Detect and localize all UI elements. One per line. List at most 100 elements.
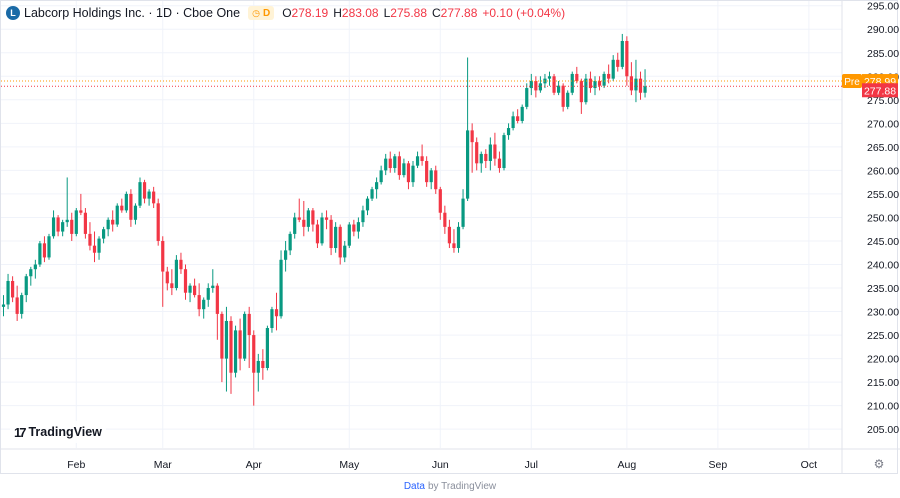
candle-body bbox=[484, 153, 488, 161]
candle-body bbox=[338, 226, 342, 258]
time-tick-label: Apr bbox=[246, 459, 263, 471]
candle-body bbox=[247, 313, 251, 336]
candle-body bbox=[156, 203, 160, 241]
candle-body bbox=[284, 250, 288, 260]
premarket-tag-bg bbox=[842, 74, 862, 89]
candle-body bbox=[115, 205, 119, 225]
price-tick-label: 205.00 bbox=[867, 424, 899, 436]
candle-body bbox=[470, 130, 474, 143]
candle-body bbox=[384, 158, 388, 171]
candle-body bbox=[92, 245, 97, 253]
candle-body bbox=[415, 156, 420, 166]
candle-body bbox=[243, 313, 247, 359]
symbol-legend: L Labcorp Holdings Inc. · 1D · Cboe One … bbox=[6, 4, 565, 22]
candle-body bbox=[1, 304, 6, 307]
candle-body bbox=[420, 156, 424, 161]
candle-body bbox=[142, 182, 147, 199]
tradingview-watermark[interactable]: 17 TradingView bbox=[10, 421, 106, 443]
price-tick-label: 270.00 bbox=[867, 118, 899, 130]
candle-body bbox=[593, 80, 597, 89]
gear-icon[interactable]: ⚙ bbox=[873, 457, 885, 471]
candle-body bbox=[520, 106, 524, 121]
last-price-label: 277.88 bbox=[864, 85, 896, 97]
candle-body bbox=[347, 224, 351, 246]
candle-body bbox=[370, 189, 374, 199]
price-tick-label: 255.00 bbox=[867, 189, 899, 201]
delayed-data-badge[interactable]: ◷ D bbox=[248, 6, 275, 20]
symbol-title[interactable]: Labcorp Holdings Inc. · 1D · Cboe One bbox=[24, 6, 241, 20]
candle-body bbox=[397, 156, 401, 176]
candle-body bbox=[179, 259, 183, 270]
close-value: 277.88 bbox=[440, 6, 478, 20]
candle-body bbox=[147, 191, 151, 199]
candle-body bbox=[188, 285, 192, 293]
candle-body bbox=[361, 210, 365, 223]
candle-body bbox=[233, 330, 238, 373]
candle-body bbox=[238, 330, 242, 359]
candle-body bbox=[88, 233, 92, 246]
candle-body bbox=[343, 245, 347, 258]
candle-body bbox=[429, 170, 433, 183]
labcorp-logo-icon[interactable]: L bbox=[6, 6, 20, 20]
candle-body bbox=[388, 158, 392, 169]
candle-body bbox=[547, 76, 552, 79]
open-value: 278.19 bbox=[291, 6, 329, 20]
price-tick-label: 265.00 bbox=[867, 142, 899, 154]
candle-body bbox=[425, 160, 429, 183]
candle-body bbox=[311, 210, 315, 225]
candle-body bbox=[506, 128, 511, 136]
candle-body bbox=[452, 243, 456, 249]
candle-body bbox=[411, 165, 415, 183]
price-tick-label: 210.00 bbox=[867, 401, 899, 413]
candle-body bbox=[129, 193, 133, 220]
time-tick-label: Mar bbox=[154, 459, 173, 471]
candle-body bbox=[557, 85, 561, 93]
candle-body bbox=[643, 86, 647, 93]
candle-body bbox=[575, 73, 579, 81]
data-link[interactable]: Data bbox=[403, 480, 425, 492]
footer: Data by TradingView bbox=[0, 474, 900, 498]
price-change: +0.10 (+0.04%) bbox=[482, 6, 566, 20]
candle-body bbox=[552, 76, 556, 93]
candle-body bbox=[256, 360, 260, 373]
candle-body bbox=[629, 76, 633, 91]
time-tick-label: Aug bbox=[618, 459, 637, 471]
candle-body bbox=[315, 224, 320, 244]
candle-body bbox=[302, 219, 306, 227]
candle-body bbox=[602, 73, 606, 86]
candle-body bbox=[111, 219, 115, 225]
candlestick-chart[interactable]: 295.00290.00285.00280.00275.00270.00265.… bbox=[0, 0, 900, 474]
candle-body bbox=[120, 205, 124, 211]
candle-body bbox=[334, 226, 338, 249]
candle-body bbox=[538, 83, 542, 91]
time-tick-label: May bbox=[339, 459, 360, 471]
candle-body bbox=[174, 259, 178, 289]
candle-body bbox=[170, 283, 174, 289]
premarket-tag-label: Pre bbox=[844, 77, 860, 88]
candle-body bbox=[466, 130, 470, 199]
candle-body bbox=[51, 217, 56, 237]
candle-body bbox=[24, 276, 28, 296]
candle-body bbox=[102, 229, 106, 239]
candle-body bbox=[434, 170, 438, 190]
candle-body bbox=[38, 243, 42, 265]
candle-body bbox=[97, 238, 101, 253]
price-tick-label: 240.00 bbox=[867, 259, 899, 271]
candle-body bbox=[570, 73, 574, 93]
price-tick-label: 220.00 bbox=[867, 354, 899, 366]
price-tick-label: 230.00 bbox=[867, 307, 899, 319]
candle-body bbox=[525, 88, 529, 107]
candle-body bbox=[352, 224, 356, 232]
time-tick-label: Oct bbox=[801, 459, 817, 471]
candle-body bbox=[634, 78, 638, 91]
candle-body bbox=[625, 40, 629, 77]
candle-body bbox=[611, 59, 615, 79]
chart-frame bbox=[0, 0, 898, 474]
candle-body bbox=[393, 156, 397, 169]
candle-body bbox=[356, 222, 360, 232]
candle-body bbox=[324, 217, 329, 220]
candle-body bbox=[106, 219, 110, 230]
candle-body bbox=[42, 243, 47, 258]
price-tick-label: 245.00 bbox=[867, 236, 899, 248]
candle-body bbox=[561, 85, 565, 107]
